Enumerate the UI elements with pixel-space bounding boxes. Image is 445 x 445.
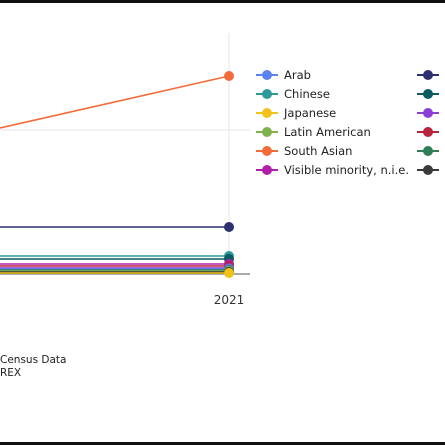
legend-swatch [256,106,278,120]
line-chart: 2021 [0,33,250,307]
legend-label: Arab [284,67,311,82]
legend-item[interactable]: South Asian [256,141,445,160]
x-axis-ticks: 2021 [214,293,245,307]
legend-label: Visible minority, n.i.e. [284,162,410,177]
legend-label: South Asian [284,143,353,158]
source-note: Census Data REX [0,354,66,379]
source-line-2: REX [0,366,22,379]
legend-item[interactable]: Arab [256,65,445,84]
legend-swatch [417,68,439,82]
legend-item[interactable]: Japanese [256,103,445,122]
legend-swatch [256,144,278,158]
legend-item[interactable]: Chinese [256,84,445,103]
series-point-2[interactable] [224,222,234,232]
source-line-1: Census Data [0,354,67,366]
legend-label: Chinese [284,86,330,101]
series-lines [0,75,230,274]
legend-swatch [417,144,439,158]
legend-swatch [256,68,278,82]
x-tick-label: 2021 [214,293,245,307]
legend-second-column [417,65,445,179]
legend-item[interactable]: Visible minority, n.i.e. [256,160,445,179]
series-line-1 [0,75,230,129]
legend: Arab Chinese Japanese Latin American South A… [256,65,445,179]
legend-swatch [256,87,278,101]
legend-item[interactable]: Latin American [256,122,445,141]
legend-item-second[interactable] [417,103,445,122]
gridlines [0,33,250,275]
series-point-1[interactable] [224,71,234,81]
legend-swatch [417,106,439,120]
legend-swatch [417,87,439,101]
legend-item-second[interactable] [417,160,445,179]
series-point-12[interactable] [224,268,234,278]
legend-swatch [417,163,439,177]
series-points [224,71,234,278]
legend-item-second[interactable] [417,65,445,84]
legend-swatch [256,163,278,177]
legend-swatch [256,125,278,139]
legend-item-second[interactable] [417,84,445,103]
legend-label: Latin American [284,124,371,139]
legend-item-second[interactable] [417,141,445,160]
legend-label: Japanese [284,105,337,120]
legend-item-second[interactable] [417,122,445,141]
legend-swatch [417,125,439,139]
